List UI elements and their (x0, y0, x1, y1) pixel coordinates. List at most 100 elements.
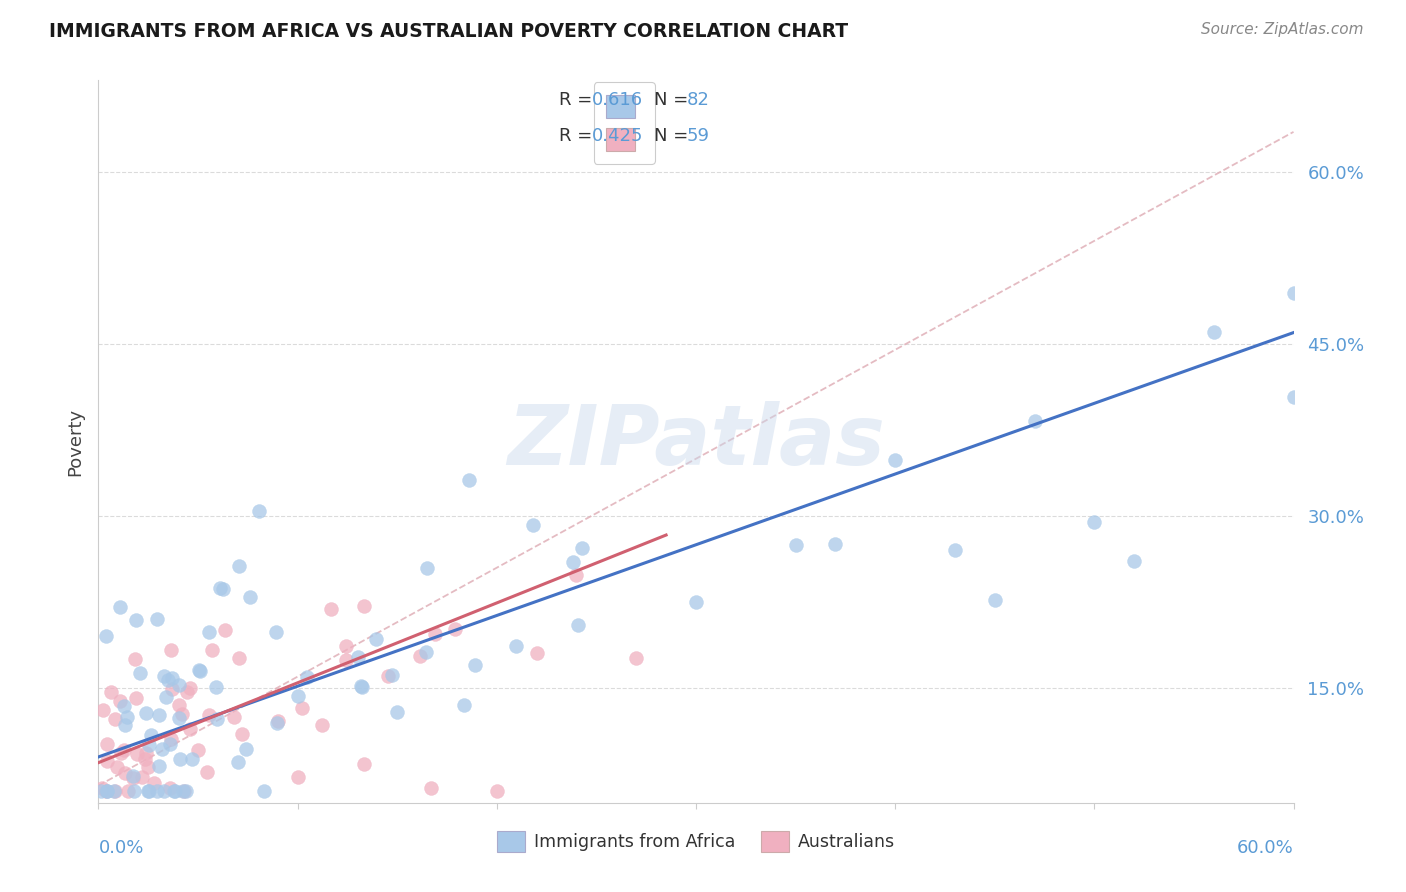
Point (176, 685, 198, 699)
Text: R =: R = (558, 91, 598, 109)
Point (416, 561, 439, 575)
Point (159, 643, 181, 657)
Point (377, 669, 399, 683)
Point (423, 627, 446, 641)
Point (231, 727, 253, 741)
Point (567, 618, 589, 632)
Point (364, 632, 387, 647)
Point (226, 755, 249, 769)
Point (224, 710, 246, 724)
Point (139, 727, 162, 741)
Point (125, 690, 148, 705)
Point (169, 752, 191, 766)
Text: 60.0%: 60.0% (1237, 838, 1294, 857)
Point (142, 776, 165, 790)
Point (311, 718, 333, 732)
Point (562, 555, 585, 569)
Point (485, 784, 508, 798)
Point (235, 742, 257, 756)
Point (146, 784, 169, 798)
Point (214, 623, 236, 637)
Point (247, 504, 270, 518)
Point (228, 559, 250, 574)
Point (160, 681, 183, 696)
Point (156, 673, 179, 688)
Point (96, 784, 118, 798)
Point (824, 537, 846, 551)
Point (943, 542, 966, 557)
Point (153, 669, 176, 683)
Point (124, 613, 146, 627)
Point (381, 667, 404, 681)
Point (150, 741, 173, 756)
Point (94, 784, 117, 798)
Point (167, 698, 190, 712)
Point (571, 541, 593, 555)
Point (169, 678, 191, 692)
Point (124, 652, 146, 666)
Point (195, 765, 218, 780)
Point (253, 784, 276, 798)
Point (179, 722, 201, 736)
Point (146, 612, 169, 626)
Point (1282, 390, 1305, 404)
Point (110, 746, 132, 760)
Point (187, 743, 209, 757)
Point (96, 784, 118, 798)
Point (297, 670, 319, 684)
Point (90, 784, 112, 798)
Point (785, 538, 807, 552)
Point (112, 742, 135, 756)
Point (96, 737, 118, 751)
Point (148, 759, 170, 773)
Text: Source: ZipAtlas.com: Source: ZipAtlas.com (1201, 22, 1364, 37)
Point (104, 712, 127, 726)
Point (1024, 414, 1046, 428)
Point (155, 690, 177, 704)
Legend: Immigrants from Africa, Australians: Immigrants from Africa, Australians (491, 824, 901, 859)
Point (179, 681, 201, 695)
Point (984, 593, 1007, 607)
Point (174, 784, 197, 798)
Point (136, 760, 159, 774)
Point (409, 648, 432, 663)
Point (138, 784, 160, 798)
Point (135, 706, 157, 721)
Point (148, 708, 170, 723)
Text: N =: N = (654, 128, 695, 145)
Point (239, 590, 262, 604)
Point (228, 651, 250, 665)
Point (112, 699, 135, 714)
Point (103, 784, 125, 798)
Point (321, 602, 343, 616)
Point (136, 784, 159, 798)
Point (117, 784, 139, 798)
Point (291, 701, 314, 715)
Point (212, 582, 235, 597)
Point (208, 581, 231, 595)
Point (458, 473, 481, 487)
Point (353, 599, 375, 613)
Point (198, 707, 221, 722)
Point (122, 772, 145, 786)
Point (172, 784, 194, 798)
Point (415, 645, 437, 659)
Point (350, 680, 373, 694)
Point (350, 679, 373, 693)
Point (93, 703, 115, 717)
Point (135, 747, 157, 761)
Point (188, 664, 211, 678)
Point (287, 690, 309, 704)
Point (188, 665, 211, 679)
Point (115, 709, 138, 723)
Point (121, 769, 143, 783)
Point (347, 649, 370, 664)
Point (565, 567, 588, 582)
Point (172, 707, 194, 722)
Text: 0.0%: 0.0% (98, 838, 143, 857)
Point (163, 784, 186, 798)
Point (96, 754, 118, 768)
Text: 82: 82 (686, 91, 709, 109)
Text: R =: R = (558, 128, 598, 145)
Point (685, 595, 707, 609)
